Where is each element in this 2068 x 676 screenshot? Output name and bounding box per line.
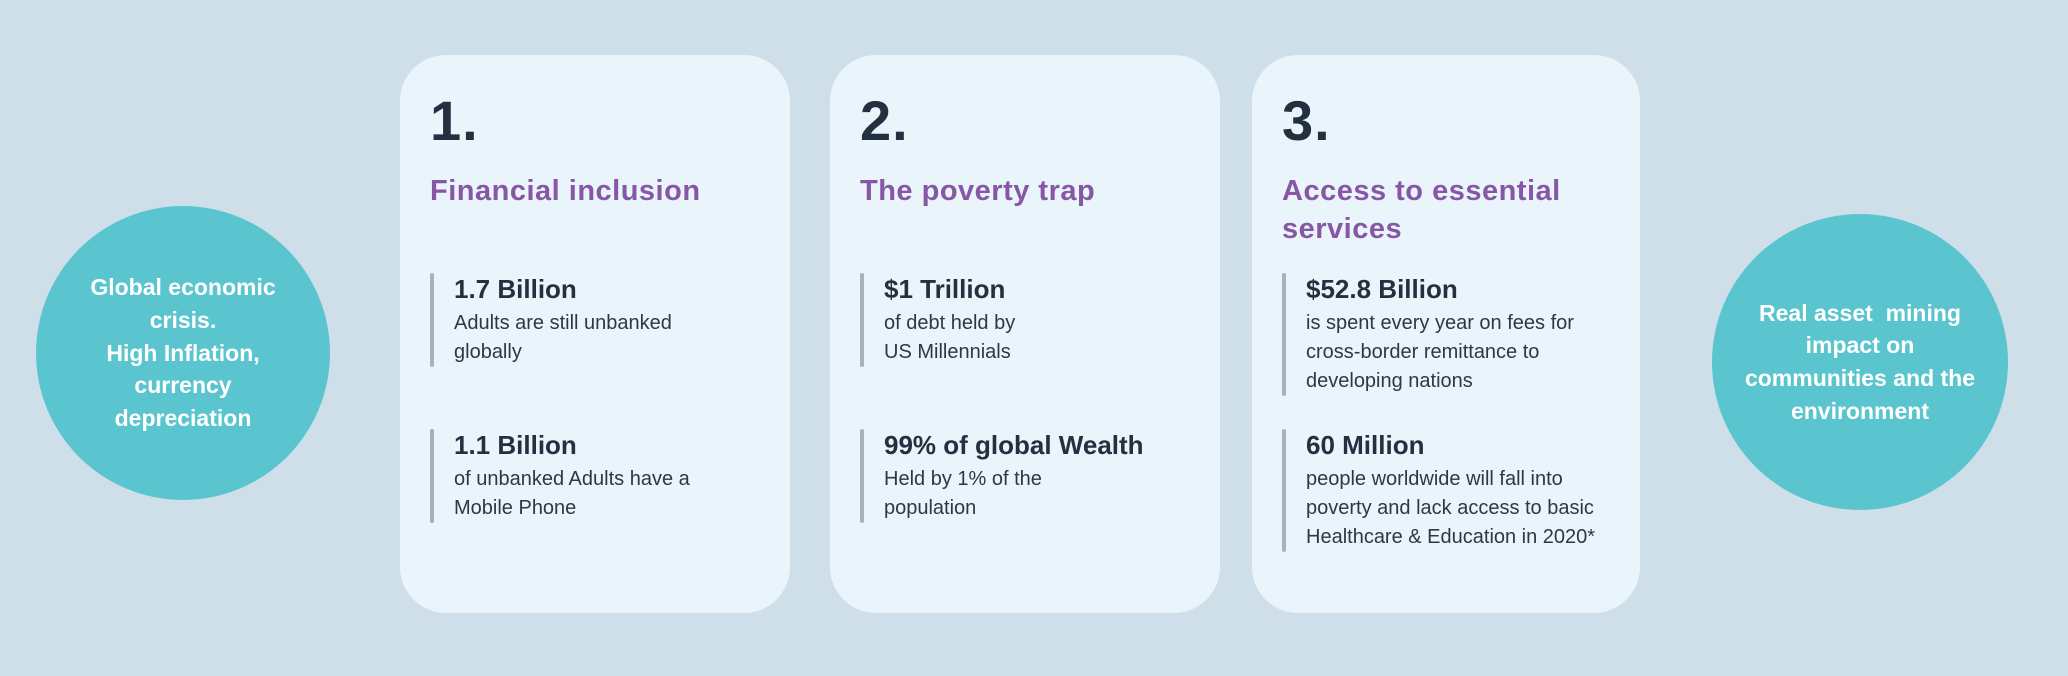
stat-accent-bar <box>860 273 864 367</box>
card-access-essential-services: 3. Access to essential services $52.8 Bi… <box>1252 55 1640 613</box>
stat-block: 1.1 Billion of unbanked Adults have a Mo… <box>430 429 766 523</box>
stat-accent-bar <box>860 429 864 523</box>
stat-description: is spent every year on fees for cross-bo… <box>1306 311 1574 392</box>
stat-accent-bar <box>430 273 434 367</box>
stat-description: of unbanked Adults have a Mobile Phone <box>454 467 690 519</box>
card-financial-inclusion: 1. Financial inclusion 1.7 Billion Adult… <box>400 55 790 613</box>
stat-value: $52.8 Billion <box>1306 274 1458 304</box>
card-poverty-trap: 2. The poverty trap $1 Trillion of debt … <box>830 55 1220 613</box>
stat-value: $1 Trillion <box>884 274 1006 304</box>
stat-accent-bar <box>1282 429 1286 552</box>
stat-description: Adults are still unbanked globally <box>454 311 672 363</box>
stat-block: $52.8 Billion is spent every year on fee… <box>1282 273 1616 396</box>
stat-block: 60 Million people worldwide will fall in… <box>1282 429 1616 552</box>
stat-block: 1.7 Billion Adults are still unbanked gl… <box>430 273 766 367</box>
stat-value: 1.7 Billion <box>454 274 577 304</box>
stat-description: of debt held by US Millennials <box>884 311 1016 363</box>
stat-description: people worldwide will fall into poverty … <box>1306 467 1596 548</box>
stat-value: 99% of global Wealth <box>884 430 1144 460</box>
mining-impact-circle: Real asset mining impact on communities … <box>1712 214 2008 510</box>
stat-accent-bar <box>1282 273 1286 396</box>
card-title: Financial inclusion <box>430 175 701 207</box>
stat-block: 99% of global Wealth Held by 1% of the p… <box>860 429 1196 523</box>
stat-accent-bar <box>430 429 434 523</box>
card-number: 2. <box>860 89 909 152</box>
stat-value: 60 Million <box>1306 430 1425 460</box>
global-crisis-circle: Global economic crisis. High Inflation, … <box>36 206 330 500</box>
card-number: 1. <box>430 89 479 152</box>
stat-value: 1.1 Billion <box>454 430 577 460</box>
card-title: Access to essential services <box>1282 175 1561 245</box>
global-crisis-circle-text: Global economic crisis. High Inflation, … <box>90 274 276 431</box>
stat-block: $1 Trillion of debt held by US Millennia… <box>860 273 1196 367</box>
card-title: The poverty trap <box>860 175 1096 207</box>
stat-description: Held by 1% of the population <box>884 467 1042 519</box>
mining-impact-circle-text: Real asset mining impact on communities … <box>1744 299 1976 424</box>
card-number: 3. <box>1282 89 1331 152</box>
